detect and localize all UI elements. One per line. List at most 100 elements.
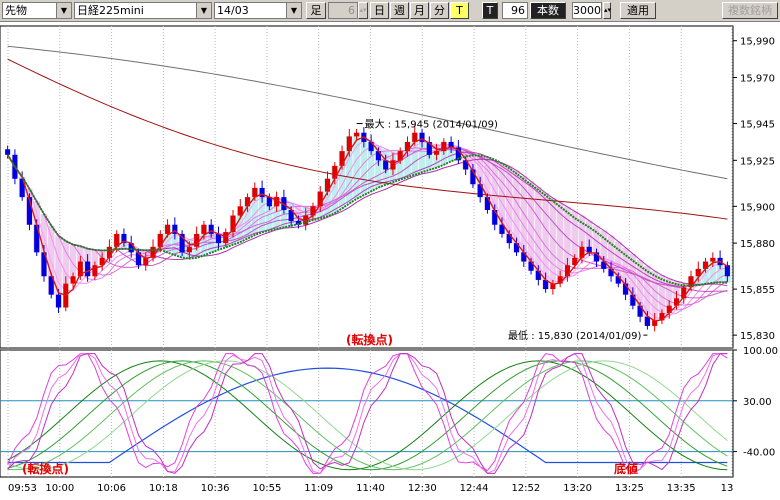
osc-blue-line [7, 367, 728, 464]
candle-body [114, 233, 120, 247]
candle-body [179, 233, 185, 253]
candle-body [404, 141, 411, 152]
candle-body [48, 276, 54, 295]
time-axis-label: 10:36 [201, 483, 230, 494]
candle-body [186, 246, 192, 253]
t-button[interactable]: T [482, 2, 498, 19]
osc-axis-label: -40.00 [743, 448, 775, 459]
candle-body [26, 197, 32, 225]
candle-body [659, 313, 665, 321]
candle-body [572, 257, 578, 266]
extra-spinner[interactable]: ▴▾ [603, 2, 611, 19]
osc-axis-label: 100.00 [743, 346, 778, 357]
candle-body [397, 151, 403, 161]
candle-body [77, 261, 83, 277]
apply-button[interactable]: 適用 [620, 2, 656, 19]
toolbar: 先物 ▼ 日経225mini ▼ 14/03 ▼ 足 6 ▴▾ 日 週 月 分 … [0, 0, 780, 22]
candle-body [201, 224, 207, 234]
time-axis-label: 12:44 [460, 483, 489, 494]
long-ma-gray [7, 45, 728, 180]
candle-body [644, 316, 650, 326]
day-button[interactable]: 日 [370, 2, 389, 19]
product-value: 日経225mini [77, 4, 144, 17]
min-label: 最低 : 15,830 (2014/01/09) [508, 329, 641, 342]
time-axis-label: 13:35 [667, 483, 696, 494]
time-axis-label: 10:00 [45, 483, 74, 494]
chevron-down-icon[interactable]: ▼ [56, 3, 71, 18]
candle-body [448, 141, 454, 148]
candle-body [354, 132, 360, 137]
time-axis-label: 10:18 [149, 483, 178, 494]
candle-body [274, 197, 280, 207]
time-axis-label: 11:40 [356, 483, 385, 494]
candle-body [673, 298, 680, 306]
candle-body [521, 252, 527, 262]
moving-average-ribbon [7, 144, 728, 311]
month-button[interactable]: 月 [410, 2, 429, 19]
candle-body [586, 246, 592, 253]
tick-button[interactable]: T [450, 2, 469, 19]
ma-short [7, 136, 728, 322]
candle-body [412, 132, 418, 142]
candle-body [245, 197, 251, 207]
candle-body [128, 243, 134, 253]
turn-point-label-2: (転換点) [22, 462, 69, 476]
minute-button[interactable]: 分 [430, 2, 449, 19]
time-axis-label: 10:55 [253, 483, 282, 494]
extra-input[interactable]: 3000 [572, 2, 602, 19]
bar-count-input[interactable]: 96 [502, 2, 528, 19]
candle-body [368, 141, 374, 152]
multi-symbol-button[interactable]: 複数銘柄 [722, 2, 778, 19]
candle-body [92, 265, 98, 277]
candle-body [106, 246, 112, 258]
candle-body [535, 270, 541, 280]
candle-body [208, 224, 214, 234]
candle-body [143, 257, 149, 266]
candle-body [85, 261, 91, 277]
candle-body [237, 206, 243, 216]
candle-body [492, 210, 498, 225]
moving-average-ribbon [7, 140, 728, 320]
osc-magenta-line [7, 353, 728, 474]
price-axis-label: 15,880 [740, 239, 775, 250]
candle-body [346, 136, 352, 152]
product-select[interactable]: 日経225mini ▼ [74, 2, 212, 19]
osc-axis-label: 30.00 [743, 397, 772, 408]
candle-body [157, 233, 163, 247]
week-button[interactable]: 週 [390, 2, 409, 19]
long-ma-darkred [7, 58, 728, 220]
candle-body [513, 243, 520, 253]
candle-body [55, 294, 62, 308]
candle-body [135, 252, 142, 266]
instrument-value: 先物 [5, 4, 27, 17]
candle-body [615, 276, 621, 284]
chevron-down-icon[interactable]: ▼ [196, 3, 211, 18]
candle-body [252, 187, 258, 198]
bar-type-button[interactable]: 足 [306, 2, 326, 19]
candle-body [593, 252, 600, 262]
max-label: 最大 : 15,945 (2014/01/09) [365, 118, 498, 131]
bar-count-button[interactable]: 本数 [530, 2, 566, 19]
interval-input[interactable]: 6 [328, 2, 358, 19]
candle-body [295, 221, 301, 225]
chevron-down-icon[interactable]: ▼ [286, 3, 301, 18]
candle-body [688, 276, 694, 288]
candle-body [165, 224, 171, 234]
chart-area: 15,990 15,970 15,945 15,925 15,900 15,880 15,8… [0, 25, 778, 494]
time-axis-label: 11:09 [304, 483, 333, 494]
candle-body [230, 215, 236, 233]
osc-magenta-line [7, 353, 728, 474]
bottom-label: 底値 [614, 462, 639, 476]
interval-spinner[interactable]: ▴▾ [358, 2, 368, 19]
candle-body [34, 224, 40, 253]
oscillator-panel [0, 349, 734, 478]
turn-point-label-1: (転換点) [346, 333, 393, 347]
candle-body [637, 305, 643, 317]
candle-body [434, 151, 440, 155]
candle-body [172, 224, 178, 234]
contract-select[interactable]: 14/03 ▼ [214, 2, 302, 19]
candle-body [259, 187, 265, 198]
time-axis-label: 13 [721, 483, 734, 494]
candle-body [543, 279, 549, 290]
instrument-select[interactable]: 先物 ▼ [2, 2, 72, 19]
